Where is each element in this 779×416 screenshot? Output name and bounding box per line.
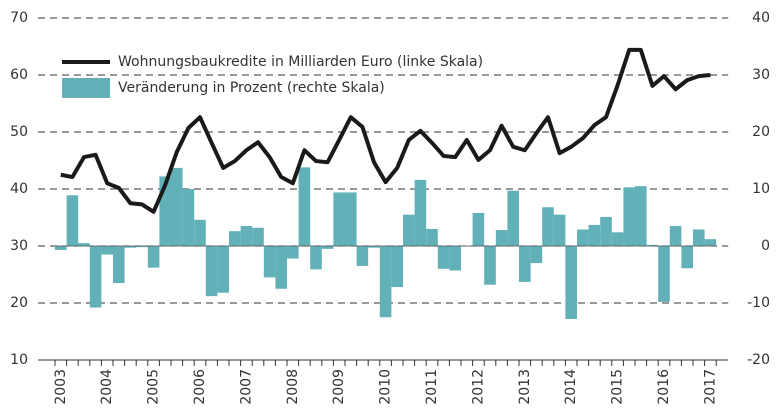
bar	[136, 246, 148, 248]
bar	[507, 190, 519, 246]
y2-tick-label: 0	[761, 238, 770, 254]
bar	[577, 229, 589, 246]
x-tick-label: 2003	[53, 369, 69, 405]
bar	[669, 226, 682, 246]
x-tick-label: 2015	[610, 369, 626, 405]
bar	[321, 246, 334, 249]
bar	[171, 167, 183, 246]
y2-tick-label: 30	[752, 67, 770, 83]
bar	[623, 187, 635, 246]
bar	[182, 189, 195, 246]
bar	[310, 246, 322, 270]
bar	[437, 246, 450, 269]
bar	[368, 246, 380, 248]
x-tick-label: 2006	[192, 369, 208, 405]
bar	[275, 246, 287, 289]
bar	[611, 232, 624, 246]
bar	[403, 214, 415, 246]
bar	[159, 176, 171, 246]
y-tick-label: 60	[10, 67, 28, 83]
legend-label: Wohnungsbaukredite in Milliarden Euro (l…	[118, 54, 483, 70]
bar	[217, 246, 229, 293]
bar	[681, 246, 693, 269]
bar	[287, 246, 299, 259]
x-tick-label: 2013	[517, 369, 533, 405]
bar	[565, 246, 577, 319]
bar	[519, 246, 531, 282]
bar	[101, 246, 113, 255]
bar	[229, 231, 241, 246]
bar	[484, 246, 496, 285]
x-tick-label: 2011	[424, 369, 440, 405]
bar	[414, 179, 427, 246]
y2-tick-label: 10	[752, 181, 770, 197]
bar	[356, 246, 369, 266]
bar	[588, 224, 601, 246]
y2-tick-label: -10	[747, 295, 770, 311]
bar	[89, 246, 102, 308]
bar	[426, 228, 438, 246]
bar	[704, 239, 717, 246]
bar	[600, 216, 612, 246]
x-tick-label: 2007	[238, 369, 254, 405]
bar	[345, 192, 357, 246]
y-tick-label: 10	[10, 352, 28, 368]
y-tick-label: 20	[10, 295, 28, 311]
bar	[693, 229, 705, 246]
bar	[66, 195, 79, 246]
x-tick-label: 2010	[378, 369, 394, 405]
bar	[333, 192, 345, 246]
bar	[379, 246, 392, 318]
bar	[530, 246, 543, 264]
bar	[298, 167, 311, 246]
y-tick-label: 70	[10, 10, 28, 26]
bar	[147, 246, 160, 268]
bar	[472, 212, 485, 246]
y2-tick-label: -20	[747, 352, 770, 368]
x-tick-label: 2014	[563, 369, 579, 405]
bar	[635, 186, 647, 246]
bar	[658, 246, 670, 302]
line	[60, 47, 711, 214]
bar	[252, 227, 264, 246]
bar	[542, 207, 554, 246]
bar	[240, 226, 253, 246]
bar	[391, 246, 403, 288]
y-tick-label: 40	[10, 181, 28, 197]
legend-label: Veränderung in Prozent (rechte Skala)	[118, 80, 385, 96]
x-tick-label: 2016	[656, 369, 672, 405]
y-tick-label: 30	[10, 238, 28, 254]
bar	[55, 246, 67, 250]
bar	[449, 246, 461, 271]
y2-tick-label: 40	[752, 10, 770, 26]
x-tick-label: 2012	[470, 369, 486, 405]
bar	[553, 214, 566, 246]
bar	[113, 246, 125, 284]
y-tick-label: 50	[10, 124, 28, 140]
bar	[78, 243, 90, 246]
bar	[495, 230, 508, 246]
y2-tick-label: 20	[752, 124, 770, 140]
bar	[263, 246, 276, 278]
x-tick-label: 2008	[285, 369, 301, 405]
x-tick-label: 2004	[99, 369, 115, 405]
x-tick-label: 2005	[146, 369, 162, 405]
legend-swatch	[62, 78, 110, 98]
x-tick-label: 2017	[702, 369, 718, 405]
bar	[646, 244, 659, 246]
bar	[194, 219, 206, 246]
x-tick-label: 2009	[331, 369, 347, 405]
bar	[205, 246, 218, 297]
bar	[124, 246, 137, 248]
